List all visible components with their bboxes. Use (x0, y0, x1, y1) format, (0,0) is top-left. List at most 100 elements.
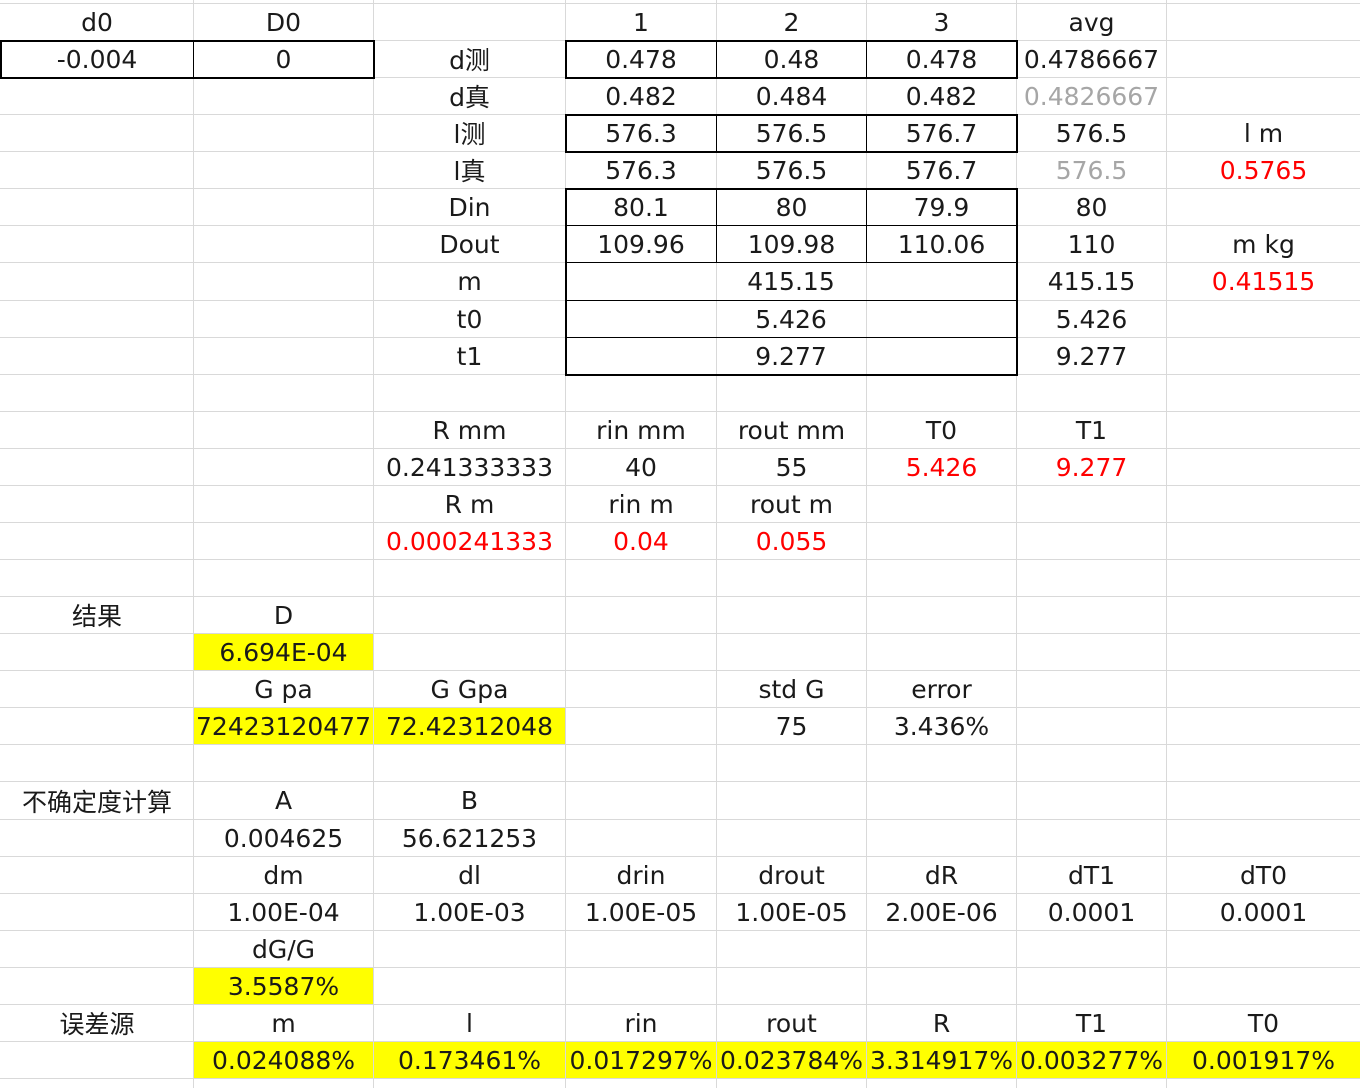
cell-r4-c7[interactable]: 576.5 (1055, 118, 1128, 148)
cell-r28-c7[interactable]: T1 (1075, 1008, 1108, 1038)
cell-r1-c6[interactable]: 3 (933, 7, 950, 37)
cell-r24-c6[interactable]: dR (924, 860, 959, 890)
cell-r3-c6[interactable]: 0.482 (905, 81, 978, 111)
cell-r28-c3[interactable]: l (466, 1008, 473, 1038)
cell-r28-c6[interactable]: R (932, 1008, 951, 1038)
cell-r20-c2[interactable]: 72423120477 (194, 708, 373, 744)
cell-r12-c6[interactable]: T0 (925, 415, 958, 445)
cell-r13-c4[interactable]: 40 (625, 452, 657, 482)
cell-r4-c6[interactable]: 576.7 (905, 118, 978, 148)
cell-r7-c5[interactable]: 109.98 (747, 229, 836, 259)
cell-r24-c2[interactable]: dm (263, 860, 304, 890)
cell-r22-c3[interactable]: B (460, 786, 479, 815)
cell-r8-c3[interactable]: m (457, 267, 482, 296)
cell-r3-c4[interactable]: 0.482 (605, 81, 677, 111)
cell-r13-c6[interactable]: 5.426 (905, 452, 978, 482)
cell-r25-c7[interactable]: 0.0001 (1047, 897, 1136, 927)
cell-r27-c2[interactable]: 3.5587% (194, 968, 373, 1004)
cell-r24-c8[interactable]: dT0 (1239, 860, 1288, 890)
cell-r6-c4[interactable]: 80.1 (613, 192, 669, 222)
cell-r25-c4[interactable]: 1.00E-05 (584, 897, 698, 927)
cell-r25-c8[interactable]: 0.0001 (1219, 897, 1308, 927)
cell-r1-c7[interactable]: avg (1068, 7, 1115, 37)
cell-r7-c3[interactable]: Dout (439, 229, 500, 259)
cell-r17-c2[interactable]: D (273, 600, 294, 630)
cell-r9-c7[interactable]: 5.426 (1055, 304, 1128, 334)
cell-r12-c7[interactable]: T1 (1075, 415, 1108, 445)
cell-r20-c6[interactable]: 3.436% (893, 711, 990, 741)
cell-r26-c2[interactable]: dG/G (251, 934, 316, 964)
cell-r24-c5[interactable]: drout (758, 860, 825, 890)
cell-r25-c2[interactable]: 1.00E-04 (227, 897, 340, 927)
cell-r29-c6[interactable]: 3.314917% (867, 1042, 1016, 1078)
cell-r1-c1[interactable]: d0 (81, 7, 113, 37)
cell-r6-c6[interactable]: 79.9 (913, 192, 970, 222)
cell-r5-c4[interactable]: 576.3 (605, 155, 677, 185)
cell-r22-c2[interactable]: A (274, 786, 293, 815)
cell-r4-c8[interactable]: l m (1243, 118, 1284, 148)
cell-r3-c7[interactable]: 0.4826667 (1023, 81, 1160, 111)
cell-r7-c6[interactable]: 110.06 (897, 229, 986, 259)
cell-r19-c5[interactable]: std G (758, 674, 825, 704)
cell-r6-c3[interactable]: Din (448, 192, 491, 222)
cell-r28-c1[interactable]: 误差源 (59, 1010, 135, 1039)
cell-r7-c7[interactable]: 110 (1067, 229, 1116, 259)
cell-r6-c5[interactable]: 80 (775, 192, 808, 222)
cell-r9-c3[interactable]: t0 (456, 304, 483, 334)
cell-r1-c2[interactable]: D0 (265, 7, 302, 37)
cell-r24-c4[interactable]: drin (616, 860, 666, 890)
cell-r4-c4[interactable]: 576.3 (605, 118, 677, 148)
cell-r10-c4[interactable]: 9.277 (755, 341, 827, 371)
cell-r2-c4[interactable]: 0.478 (605, 44, 677, 74)
cell-r28-c5[interactable]: rout (766, 1008, 817, 1038)
cell-r19-c6[interactable]: error (911, 674, 972, 704)
cell-r4-c3[interactable]: l测 (453, 120, 486, 149)
cell-r15-c5[interactable]: 0.055 (755, 526, 828, 556)
cell-r14-c3[interactable]: R m (444, 489, 495, 519)
cell-r23-c3[interactable]: 56.621253 (401, 823, 538, 853)
cell-r15-c4[interactable]: 0.04 (613, 526, 669, 556)
cell-r9-c4[interactable]: 5.426 (755, 304, 827, 334)
cell-r10-c7[interactable]: 9.277 (1055, 341, 1128, 371)
cell-r24-c7[interactable]: dT1 (1067, 860, 1116, 890)
cell-r29-c3[interactable]: 0.173461% (374, 1042, 565, 1078)
cell-r20-c5[interactable]: 75 (775, 711, 808, 741)
cell-r5-c5[interactable]: 576.5 (755, 155, 828, 185)
cell-r15-c3[interactable]: 0.000241333 (385, 526, 553, 556)
cell-r5-c6[interactable]: 576.7 (905, 155, 978, 185)
cell-r29-c7[interactable]: 0.003277% (1017, 1042, 1166, 1078)
cell-r25-c6[interactable]: 2.00E-06 (885, 897, 998, 927)
cell-r29-c2[interactable]: 0.024088% (194, 1042, 373, 1078)
cell-r20-c3[interactable]: 72.42312048 (374, 708, 565, 744)
cell-r5-c8[interactable]: 0.5765 (1219, 155, 1308, 185)
cell-r23-c2[interactable]: 0.004625 (223, 823, 344, 853)
cell-r3-c3[interactable]: d真 (449, 83, 490, 112)
cell-r24-c3[interactable]: dl (458, 860, 481, 890)
cell-r6-c7[interactable]: 80 (1075, 192, 1108, 222)
cell-r10-c3[interactable]: t1 (456, 341, 483, 371)
cell-r7-c8[interactable]: m kg (1232, 229, 1295, 259)
cell-r2-c7[interactable]: 0.4786667 (1023, 44, 1160, 74)
cell-r8-c8[interactable]: 0.41515 (1211, 267, 1316, 296)
cell-r18-c2[interactable]: 6.694E-04 (194, 634, 373, 670)
cell-r12-c3[interactable]: R mm (432, 415, 507, 445)
cell-r22-c1[interactable]: 不确定度计算 (21, 787, 172, 817)
cell-r2-c3[interactable]: d测 (449, 46, 490, 75)
cell-r12-c5[interactable]: rout mm (737, 415, 846, 445)
cell-r2-c2[interactable]: 0 (275, 44, 292, 74)
cell-r1-c4[interactable]: 1 (633, 7, 649, 37)
cell-r3-c5[interactable]: 0.484 (755, 81, 828, 111)
cell-r28-c8[interactable]: T0 (1247, 1008, 1280, 1038)
cell-r8-c7[interactable]: 415.15 (1047, 267, 1136, 296)
cell-r29-c8[interactable]: 0.001917% (1167, 1042, 1360, 1078)
cell-r29-c5[interactable]: 0.023784% (717, 1042, 866, 1078)
cell-r17-c1[interactable]: 结果 (71, 602, 122, 631)
cell-r5-c7[interactable]: 576.5 (1055, 155, 1128, 185)
cell-r1-c5[interactable]: 2 (783, 7, 800, 37)
cell-r13-c3[interactable]: 0.241333333 (385, 452, 553, 482)
cell-r13-c7[interactable]: 9.277 (1055, 452, 1128, 482)
cell-r5-c3[interactable]: l真 (453, 157, 486, 186)
cell-r25-c3[interactable]: 1.00E-03 (413, 897, 526, 927)
cell-r12-c4[interactable]: rin mm (596, 415, 686, 445)
